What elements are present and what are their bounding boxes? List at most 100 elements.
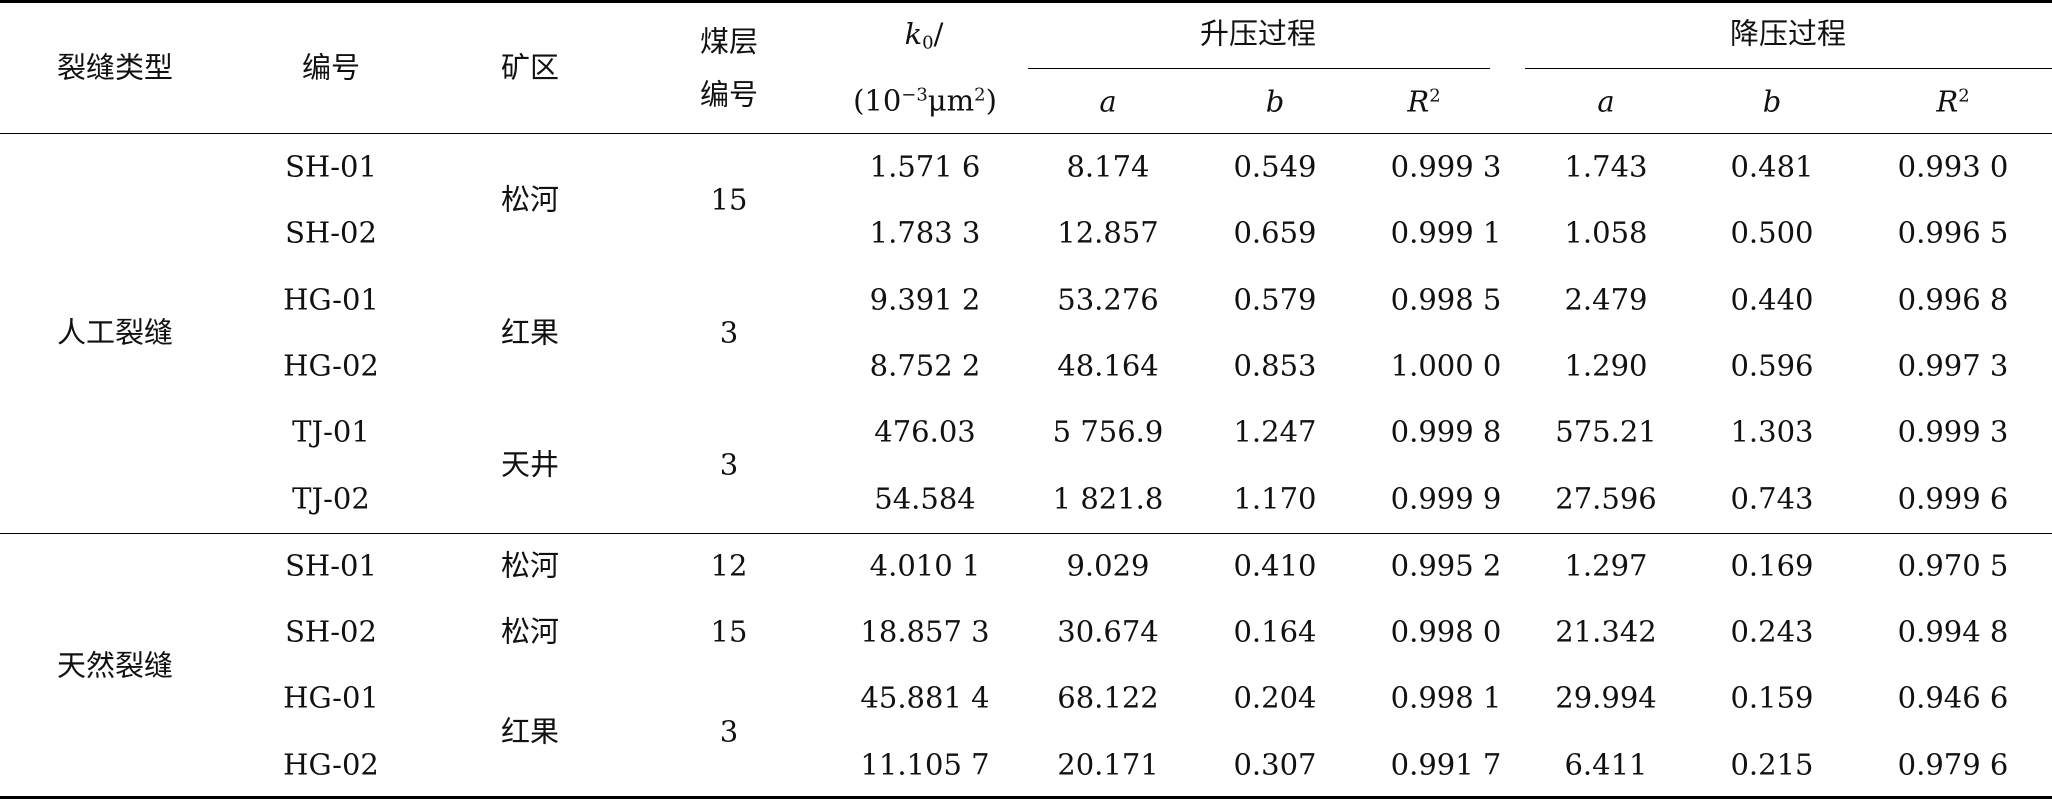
row-decrease-b: 0.243: [1730, 614, 1814, 649]
header-increase-r2: R2: [1407, 84, 1441, 119]
row-decrease-a: 1.290: [1564, 348, 1648, 383]
row-increase-a: 5 756.9: [1052, 414, 1164, 449]
row-id: SH-02: [285, 215, 377, 250]
k0-unit-sq: 2: [974, 84, 986, 106]
row-increase-r2: 0.998 5: [1390, 282, 1502, 317]
row-decrease-b: 0.169: [1730, 548, 1814, 583]
row-decrease-a: 2.479: [1564, 282, 1648, 317]
k0-unit-exp: −3: [901, 84, 928, 106]
mine-cell: 天井: [500, 447, 560, 482]
row-increase-b: 0.164: [1233, 614, 1317, 649]
r-superscript: 2: [1958, 85, 1970, 107]
row-decrease-a: 27.596: [1555, 481, 1657, 516]
seam-cell: 3: [719, 714, 739, 749]
header-crack-type: 裂缝类型: [56, 50, 174, 85]
row-increase-r2: 0.999 9: [1390, 481, 1502, 516]
bottom-rule: [0, 796, 2052, 799]
row-k0: 1.783 3: [869, 215, 981, 250]
row-decrease-b: 0.215: [1730, 747, 1814, 782]
r-symbol: R: [1936, 84, 1959, 119]
seam-cell: 15: [710, 614, 748, 649]
row-id: HG-02: [283, 348, 379, 383]
mine-cell: 松河: [500, 614, 560, 649]
row-increase-r2: 0.999 8: [1390, 414, 1502, 449]
header-increase: 升压过程: [1199, 16, 1317, 51]
r-symbol: R: [1407, 84, 1430, 119]
row-increase-a: 12.857: [1057, 215, 1159, 250]
header-mine: 矿区: [500, 50, 560, 85]
k0-slash: /: [933, 16, 944, 51]
row-decrease-b: 0.596: [1730, 348, 1814, 383]
row-increase-a: 30.674: [1057, 614, 1159, 649]
row-decrease-r2: 0.970 5: [1897, 548, 2009, 583]
header-k0-unit: (10−3μm2): [853, 83, 997, 118]
row-decrease-a: 1.058: [1564, 215, 1648, 250]
row-k0: 1.571 6: [869, 149, 981, 184]
group-label-natural: 天然裂缝: [56, 648, 174, 683]
row-increase-a: 1 821.8: [1052, 481, 1164, 516]
row-increase-a: 48.164: [1057, 348, 1159, 383]
row-decrease-r2: 0.979 6: [1897, 747, 2009, 782]
row-decrease-r2: 0.999 6: [1897, 481, 2009, 516]
group-label-artificial: 人工裂缝: [56, 315, 174, 350]
decrease-group-rule: [1525, 68, 2052, 69]
r-superscript: 2: [1429, 85, 1441, 107]
row-increase-b: 0.307: [1233, 747, 1317, 782]
row-decrease-r2: 0.996 8: [1897, 282, 2009, 317]
row-decrease-b: 0.481: [1730, 149, 1814, 184]
mine-cell: 松河: [500, 182, 560, 217]
row-decrease-r2: 0.994 8: [1897, 614, 2009, 649]
row-decrease-r2: 0.997 3: [1897, 348, 2009, 383]
row-decrease-a: 575.21: [1555, 414, 1657, 449]
header-increase-b: b: [1265, 84, 1285, 119]
row-increase-r2: 0.991 7: [1390, 747, 1502, 782]
k0-unit-pre: (10: [853, 83, 902, 118]
row-id: HG-01: [283, 282, 379, 317]
row-increase-a: 9.029: [1066, 548, 1150, 583]
k0-symbol: k: [904, 16, 923, 51]
row-decrease-r2: 0.993 0: [1897, 149, 2009, 184]
row-increase-r2: 0.998 0: [1390, 614, 1502, 649]
top-rule: [0, 0, 2052, 3]
k0-subscript: 0: [922, 32, 934, 54]
row-decrease-b: 0.500: [1730, 215, 1814, 250]
seam-cell: 3: [719, 447, 739, 482]
row-increase-b: 1.247: [1233, 414, 1317, 449]
mine-cell: 红果: [500, 315, 560, 350]
header-seam-line2: 编号: [699, 77, 759, 112]
row-k0: 45.881 4: [860, 680, 990, 715]
row-id: SH-01: [285, 149, 377, 184]
header-decrease-b: b: [1762, 84, 1782, 119]
row-increase-b: 0.659: [1233, 215, 1317, 250]
row-id: SH-02: [285, 614, 377, 649]
row-increase-r2: 1.000 0: [1390, 348, 1502, 383]
row-increase-b: 0.549: [1233, 149, 1317, 184]
row-decrease-r2: 0.999 3: [1897, 414, 2009, 449]
row-increase-r2: 0.998 1: [1390, 680, 1502, 715]
header-id: 编号: [301, 50, 361, 85]
row-decrease-a: 29.994: [1555, 680, 1657, 715]
header-decrease: 降压过程: [1729, 16, 1847, 51]
header-decrease-a: a: [1597, 84, 1615, 119]
row-decrease-r2: 0.946 6: [1897, 680, 2009, 715]
row-increase-b: 0.853: [1233, 348, 1317, 383]
row-increase-r2: 0.999 3: [1390, 149, 1502, 184]
header-increase-a: a: [1099, 84, 1117, 119]
row-increase-a: 53.276: [1057, 282, 1159, 317]
seam-cell: 15: [710, 182, 748, 217]
row-id: TJ-02: [292, 481, 370, 516]
row-increase-b: 0.204: [1233, 680, 1317, 715]
row-increase-b: 0.579: [1233, 282, 1317, 317]
k0-unit-post: ): [985, 83, 997, 118]
row-id: HG-01: [283, 680, 379, 715]
row-decrease-b: 0.440: [1730, 282, 1814, 317]
row-decrease-b: 1.303: [1730, 414, 1814, 449]
seam-cell: 3: [719, 315, 739, 350]
increase-group-rule: [1028, 68, 1490, 69]
row-k0: 54.584: [874, 481, 976, 516]
seam-cell: 12: [710, 548, 748, 583]
header-k0: k0/: [904, 16, 944, 54]
row-increase-a: 20.171: [1057, 747, 1159, 782]
row-id: TJ-01: [292, 414, 370, 449]
row-increase-a: 8.174: [1066, 149, 1150, 184]
